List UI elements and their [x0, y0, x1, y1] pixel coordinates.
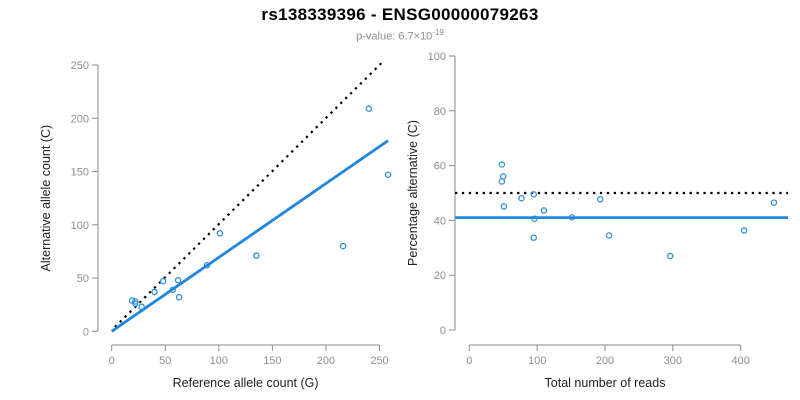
data-point [666, 252, 674, 260]
data-point [384, 171, 392, 178]
figure-title: rs138339396 - ENSG00000079263 [261, 5, 539, 24]
data-point [530, 191, 538, 198]
data-point [175, 293, 183, 301]
x-tick-label: 200 [596, 355, 614, 367]
x-tick-label: 250 [370, 355, 388, 367]
y-tick-label: 200 [71, 113, 89, 125]
y-axis-title: Alternative allele count (C) [39, 125, 53, 272]
data-point [740, 227, 748, 234]
y-tick-label: 60 [434, 161, 446, 173]
p-value-exponent: -19 [432, 28, 444, 37]
x-axis-title: Total number of reads [545, 376, 666, 390]
data-point [138, 303, 145, 311]
data-point [568, 214, 576, 221]
x-tick-label: 300 [664, 355, 682, 367]
y-tick-label: 80 [434, 106, 446, 118]
x-tick-label: 150 [263, 355, 281, 367]
p-value-label: p-value: [356, 30, 399, 43]
data-point [498, 178, 506, 185]
data-point [597, 196, 604, 203]
x-tick-label: 0 [109, 355, 115, 367]
x-tick-label: 400 [732, 355, 750, 367]
y-tick-label: 50 [77, 273, 89, 285]
x-tick-label: 50 [159, 355, 171, 367]
data-point [518, 194, 525, 202]
figure-header: rs138339396 - ENSG00000079263 p-value: 6… [0, 5, 800, 43]
y-tick-label: 0 [440, 325, 446, 337]
data-point [530, 234, 538, 241]
data-point [531, 215, 538, 223]
data-point [365, 105, 373, 112]
data-point [132, 298, 139, 305]
y-tick-label: 150 [71, 167, 89, 179]
identity-line [114, 59, 385, 328]
data-point [169, 286, 177, 294]
data-point [132, 300, 139, 307]
data-point [498, 161, 506, 168]
y-tick-label: 20 [434, 270, 446, 282]
data-point [174, 276, 182, 284]
data-point [339, 242, 347, 250]
data-point [216, 230, 224, 237]
y-tick-label: 100 [428, 51, 446, 63]
x-tick-label: 100 [528, 355, 546, 367]
data-point [253, 252, 260, 259]
data-point [151, 288, 158, 296]
data-point [203, 262, 211, 269]
data-point [500, 203, 508, 210]
x-tick-label: 0 [466, 355, 472, 367]
data-point [128, 297, 136, 304]
data-point [605, 232, 613, 239]
x-axis-title: Reference allele count (G) [173, 376, 319, 390]
p-value-base: 6.7×10 [398, 30, 433, 43]
data-point [159, 277, 167, 285]
y-tick-label: 100 [71, 220, 89, 232]
figure-subtitle: p-value: 6.7×10-19 [0, 28, 800, 43]
data-point [540, 207, 548, 214]
y-tick-label: 40 [434, 215, 446, 227]
y-tick-label: 250 [71, 60, 89, 72]
y-axis-title: Percentage alternative (C) [406, 120, 420, 266]
percentage-alternative-plot: 0 100 200 300 400 0 20 40 60 80 100 Total number of… [406, 51, 788, 390]
regression-line [110, 139, 389, 333]
y-tick-label: 0 [83, 326, 89, 338]
x-tick-label: 200 [317, 355, 335, 367]
x-tick-label: 100 [210, 355, 228, 367]
data-point [770, 199, 778, 206]
allele-count-plot: 0 50 100 150 200 250 0 50 100 150 200 250 Reference … [39, 59, 392, 390]
